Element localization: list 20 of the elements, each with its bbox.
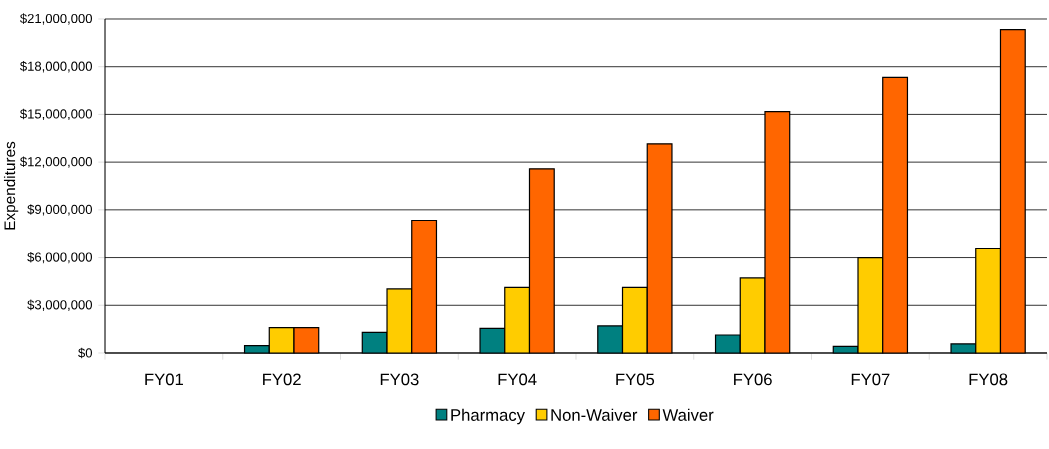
y-tick-label: $12,000,000 [20,156,92,168]
y-tick-label: $0 [78,347,93,359]
y-tick-label: $18,000,000 [20,61,92,73]
legend-label: Pharmacy [451,408,525,425]
x-tick-label: FY03 [380,373,419,386]
x-tick-label: FY02 [263,373,301,386]
x-tick-label: FY04 [498,373,537,386]
x-tick-label: FY08 [969,373,1008,386]
x-tick-label: FY05 [616,373,655,386]
y-tick-label: $9,000,000 [27,204,92,216]
y-tick-label: $6,000,000 [27,251,92,264]
y-axis-title: Expenditures [3,141,19,230]
legend-label: Non-Waiver [551,408,638,421]
y-tick-label: $21,000,000 [20,13,92,25]
x-tick-label: FY07 [851,373,890,386]
y-tick-label: $15,000,000 [20,108,92,121]
y-tick-label: $3,000,000 [27,299,92,311]
x-tick-label: FY06 [734,373,772,386]
x-tick-label: FY01 [145,373,183,386]
legend-label: Waiver [662,408,714,421]
